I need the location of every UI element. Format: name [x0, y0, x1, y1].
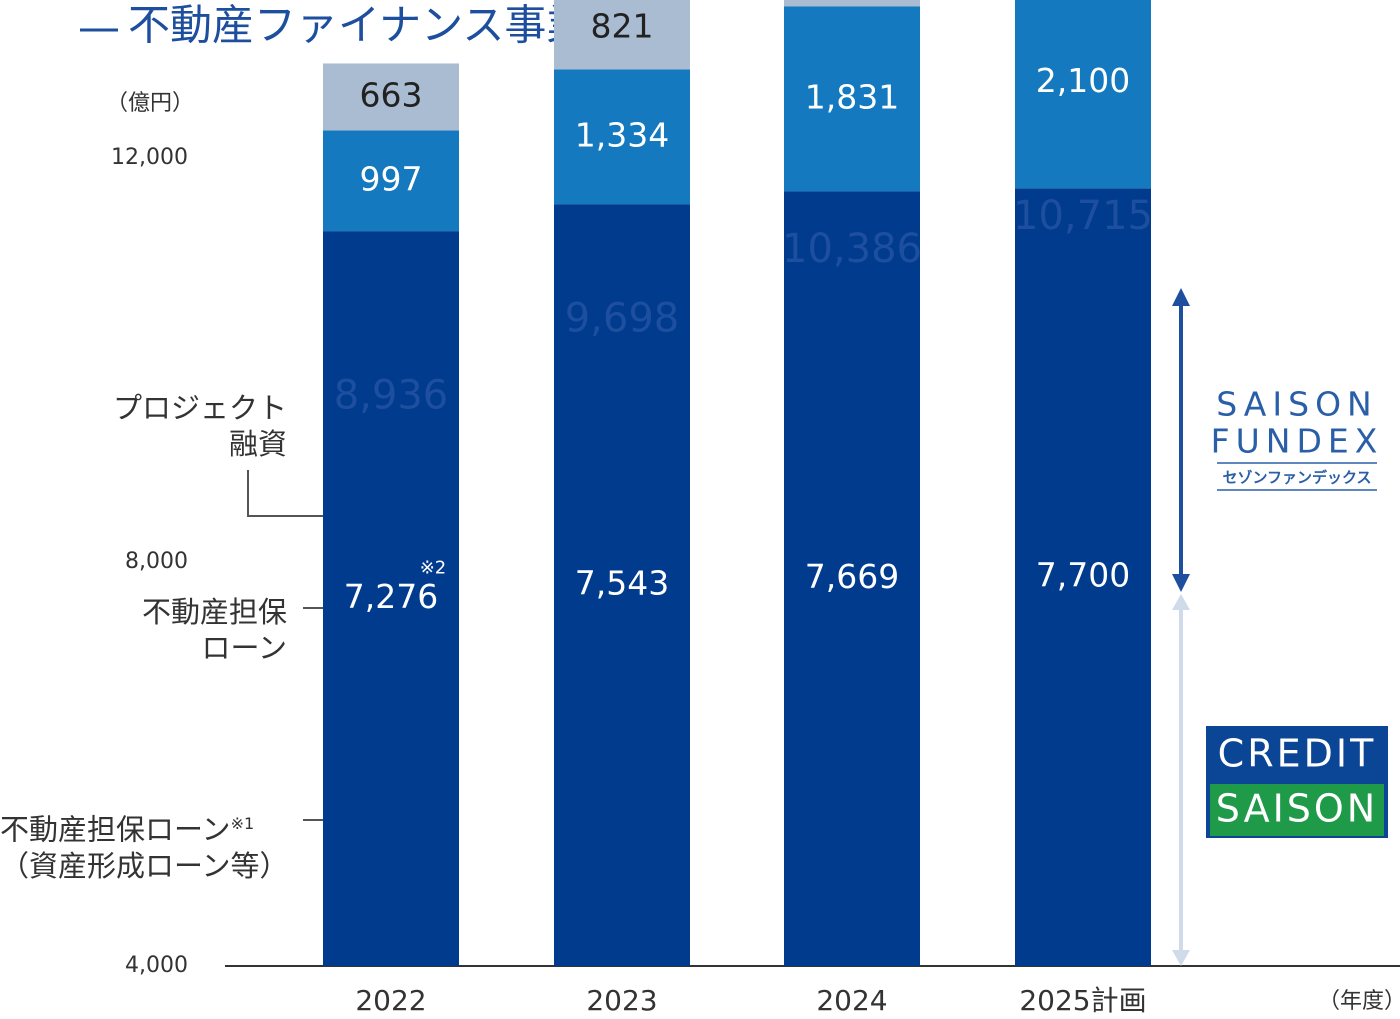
bar-segment — [784, 0, 920, 7]
value-label: 7,543 — [575, 564, 669, 603]
bar-segment — [323, 231, 459, 966]
series-label: 不動産担保ローン — [141, 595, 287, 665]
arrow-head — [1172, 288, 1190, 306]
value-note: ※2 — [420, 558, 447, 579]
logo-text: SAISON — [1216, 787, 1379, 831]
series-label: プロジェクト融資 — [112, 391, 287, 461]
x-tick-label: 2022 — [355, 984, 426, 1017]
y-tick-label: 4,000 — [125, 953, 188, 978]
y-axis-label: （億円） — [106, 91, 194, 116]
bar-segment — [554, 0, 690, 70]
total-label: 8,936 — [334, 372, 449, 418]
series-label-block: 不動産担保ローン※1 （資産形成ローン等） — [0, 806, 289, 884]
x-tick-label: 2024 — [816, 984, 887, 1017]
logo-text: CREDIT — [1218, 732, 1377, 776]
series-subtitle: （資産形成ローン等） — [0, 848, 289, 883]
arrow-head — [1172, 574, 1190, 592]
total-label: 10,715 — [1013, 193, 1153, 239]
bar-segment — [1015, 0, 1151, 189]
note-mark: ※1 — [230, 814, 255, 833]
series-label: 不動産担保ローン — [0, 812, 231, 847]
total-label: 9,698 — [565, 296, 680, 342]
leader-line — [247, 470, 335, 517]
y-tick-label: 12,000 — [111, 145, 188, 170]
value-label: 7,276 — [344, 577, 438, 616]
x-axis-label: （年度） — [1318, 989, 1400, 1014]
value-label: 7,669 — [805, 557, 899, 596]
bar-segment — [784, 191, 920, 966]
logo-text: セゾンファンデックス — [1222, 469, 1371, 487]
y-tick-label: 8,000 — [125, 549, 188, 574]
bar-segment — [784, 6, 920, 192]
value-label: 7,700 — [1036, 556, 1130, 595]
logo-text: SAISON — [1216, 385, 1377, 424]
value-label: 2,100 — [1036, 61, 1130, 100]
value-label: 1,831 — [805, 77, 899, 116]
value-label: 663 — [360, 75, 423, 114]
bar-segment — [554, 69, 690, 205]
arrow-head — [1172, 950, 1190, 966]
arrow-head — [1172, 594, 1190, 610]
bar-segment — [323, 130, 459, 232]
x-tick-label: 2025計画 — [1019, 984, 1146, 1017]
bar-segment — [1015, 188, 1151, 967]
logo-box — [1210, 784, 1384, 836]
x-tick-label: 2023 — [586, 984, 657, 1017]
total-label: 10,386 — [782, 226, 922, 272]
logo-text: FUNDEX — [1211, 422, 1384, 461]
value-label: 997 — [360, 159, 423, 198]
bar-segment — [554, 204, 690, 967]
value-label: 821 — [591, 6, 654, 45]
value-label: 1,334 — [575, 115, 669, 154]
bar-segment — [323, 63, 459, 131]
